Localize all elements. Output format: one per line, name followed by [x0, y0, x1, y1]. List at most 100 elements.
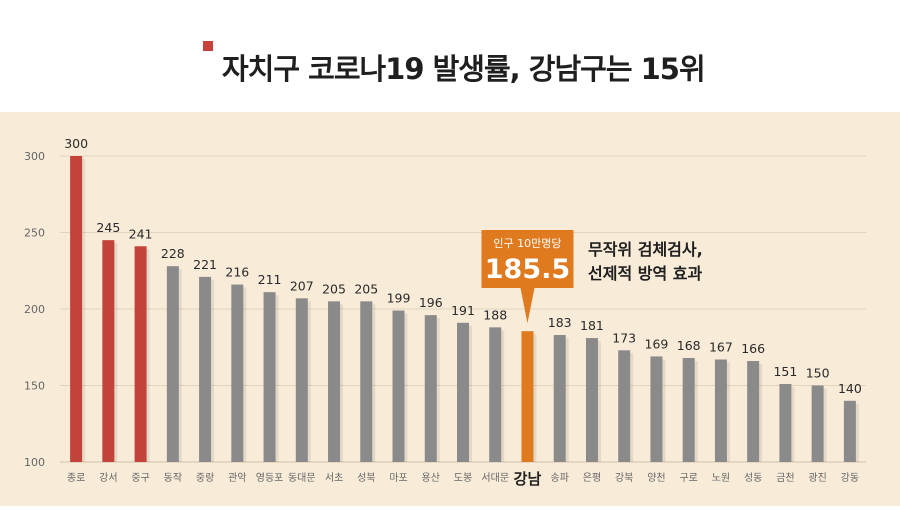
title-marker: [203, 41, 213, 51]
x-tick-label: 마포: [389, 472, 407, 484]
x-tick-label: 성북: [357, 472, 375, 484]
x-tick-label: 관악: [228, 472, 246, 484]
bar-shadow: [275, 295, 279, 462]
value-label: 188: [483, 307, 507, 322]
bar-성북: [360, 301, 373, 462]
bar-종로: [70, 156, 83, 462]
bar-shadow: [114, 243, 118, 462]
x-tick-label: 동작: [164, 472, 182, 484]
x-tick-label: 중구: [131, 472, 149, 484]
value-label: 166: [741, 341, 765, 356]
bar-동작: [166, 266, 179, 462]
x-tick-label: 도봉: [454, 472, 472, 484]
bar-동대문: [295, 298, 308, 462]
x-tick-label: 종로: [67, 472, 85, 484]
x-tick-label: 중랑: [196, 472, 214, 484]
bar-shadow: [404, 313, 408, 462]
header: 자치구 코로나19 발생률, 강남구는 15위: [0, 0, 900, 112]
x-tick-label: 서초: [325, 472, 343, 484]
x-tick-label: 노원: [712, 472, 730, 484]
bar-노원: [714, 359, 727, 462]
x-tick-label: 구로: [679, 473, 697, 484]
bar-shadow: [791, 386, 795, 462]
bar-shadow: [855, 403, 859, 462]
bar-chart: 100 150 200 250 300 300 245 241 228 221 216 211 207…: [0, 112, 900, 506]
y-tick-label: 150: [24, 380, 45, 393]
bar-서대문: [489, 327, 502, 462]
value-labels: 300 245 241 228 221 216 211 207 205 205 199 196 191 1…: [64, 136, 862, 396]
chart-area: 100 150 200 250 300 300 245 241 228 221 216 211 207…: [0, 112, 900, 506]
value-label: 167: [709, 339, 733, 354]
value-label: 196: [419, 295, 443, 310]
x-tick-label: 강서: [99, 472, 117, 484]
bar-shadow: [759, 364, 763, 462]
y-axis: 100 150 200 250 300: [24, 150, 45, 469]
bar-관악: [231, 284, 244, 462]
bar-shadow: [469, 325, 472, 462]
page-title: 자치구 코로나19 발생률, 강남구는 15위: [222, 52, 706, 86]
bar-shadow: [82, 159, 86, 462]
bar-영등포: [263, 292, 276, 462]
y-tick-label: 300: [24, 150, 45, 163]
value-label: 211: [258, 272, 282, 287]
value-label: 191: [451, 303, 475, 318]
value-label: 181: [580, 318, 604, 333]
value-label: 221: [193, 257, 217, 272]
value-label: 228: [161, 246, 185, 261]
bar-shadow: [501, 330, 505, 462]
callout-box: [481, 230, 574, 324]
bar-shadow: [211, 279, 215, 462]
x-axis: 종로 강서 중구 동작 중랑 관악 영등포 동대문 서초 성북 마포 용산 도봉 서대문 강남 송파 은평 강북 양…: [67, 470, 859, 488]
annotation-line-2: 선제적 방역 효과: [588, 264, 702, 283]
bar-shadow: [823, 388, 827, 462]
value-label: 199: [387, 291, 411, 306]
bar-광진: [811, 385, 824, 462]
bar-은평: [585, 338, 598, 462]
bar-강남: [521, 331, 534, 462]
value-label: 173: [612, 330, 636, 345]
bar-shadow: [243, 287, 247, 462]
callout-label: 인구 10만명당: [493, 237, 561, 250]
value-label: 207: [290, 278, 314, 293]
bar-도봉: [457, 322, 469, 462]
value-label: 168: [677, 338, 701, 353]
value-label: 205: [354, 281, 378, 296]
x-tick-label: 강동: [841, 472, 859, 484]
value-label: 183: [548, 315, 572, 330]
bar-shadow: [146, 249, 150, 462]
bar-송파: [553, 335, 566, 462]
bar-용산: [424, 315, 437, 462]
x-tick-label: 동대문: [288, 472, 316, 484]
value-label: 216: [225, 265, 249, 280]
bar-shadow: [565, 338, 569, 462]
bar-shadow: [726, 362, 730, 462]
bar-shadow: [662, 359, 666, 462]
bar-중랑: [199, 276, 212, 462]
callout: 인구 10만명당 185.5: [481, 230, 574, 324]
bar-shadow: [597, 341, 601, 462]
x-tick-label: 양천: [647, 472, 665, 484]
x-tick-label: 은평: [583, 472, 601, 484]
bar-서초: [328, 301, 341, 462]
bar-shadow: [178, 269, 182, 462]
x-tick-label: 강북: [615, 472, 633, 484]
y-tick-label: 250: [24, 227, 45, 240]
bar-shadow: [436, 318, 440, 462]
bar-shadow: [694, 360, 698, 462]
bar-shadow: [630, 353, 634, 462]
bar-마포: [392, 310, 405, 462]
bar-양천: [650, 356, 663, 462]
value-label: 140: [838, 381, 862, 396]
value-label: 300: [64, 136, 88, 151]
y-tick-label: 100: [24, 456, 45, 469]
bar-강동: [843, 400, 856, 462]
bar-shadow: [307, 301, 311, 462]
value-label: 169: [645, 336, 669, 351]
x-tick-label: 성동: [744, 472, 762, 484]
bar-구로: [682, 357, 695, 462]
x-tick-label: 광진: [808, 472, 826, 484]
callout-value: 185.5: [485, 254, 570, 285]
value-label: 150: [806, 366, 830, 381]
x-tick-label: 금천: [776, 472, 794, 484]
value-label: 241: [129, 226, 153, 241]
